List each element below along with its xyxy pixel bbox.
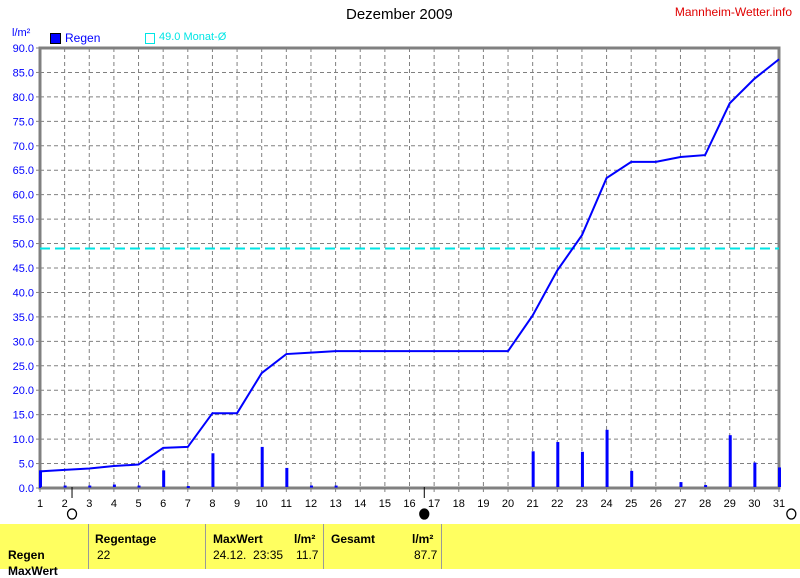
rain-bar bbox=[211, 453, 215, 487]
y-tick-label: 15.0 bbox=[13, 410, 34, 422]
rain-bar bbox=[679, 482, 683, 487]
rain-bar bbox=[778, 467, 781, 487]
rain-bar bbox=[162, 470, 166, 487]
x-tick-label: 3 bbox=[86, 498, 92, 510]
x-tick-label: 19 bbox=[477, 498, 489, 510]
x-tick-label: 24 bbox=[600, 498, 612, 510]
rain-bar bbox=[88, 485, 92, 488]
rain-bar bbox=[112, 484, 116, 487]
maxwert-date: 24.12. 23:35 bbox=[213, 548, 284, 562]
y-tick-label: 85.0 bbox=[13, 67, 34, 79]
y-tick-label: 5.0 bbox=[19, 459, 34, 471]
cumulative-line bbox=[39, 58, 780, 473]
rain-bar bbox=[285, 467, 289, 487]
rain-bar bbox=[580, 451, 584, 487]
y-tick-label: 90.0 bbox=[13, 43, 34, 55]
x-tick-label: 12 bbox=[305, 498, 317, 510]
rain-bar bbox=[704, 485, 708, 488]
new-moon-icon bbox=[419, 508, 430, 520]
x-tick-label: 10 bbox=[256, 498, 268, 510]
x-tick-label: 25 bbox=[625, 498, 637, 510]
rain-bar bbox=[728, 435, 732, 487]
x-tick-label: 1 bbox=[37, 498, 43, 510]
maxwert-value: 11.7 bbox=[296, 548, 319, 562]
x-tick-label: 26 bbox=[650, 498, 662, 510]
y-tick-label: 25.0 bbox=[13, 361, 34, 373]
row-label-maxwert: MaxWert bbox=[8, 564, 58, 578]
gesamt-value: 87.7 bbox=[414, 548, 438, 562]
x-tick-label: 13 bbox=[329, 498, 341, 510]
rain-bar bbox=[556, 442, 560, 487]
legend-regen: Regen bbox=[65, 31, 101, 45]
rain-bar bbox=[605, 429, 609, 487]
legend-avg-swatch bbox=[145, 33, 155, 44]
y-tick-label: 0.0 bbox=[19, 483, 34, 495]
summary-table: Regen MaxWert Regentage 22 MaxWert l/m² 24.… bbox=[0, 524, 800, 578]
maxwert-header: MaxWert bbox=[213, 532, 263, 546]
x-tick-label: 20 bbox=[502, 498, 514, 510]
x-tick-label: 23 bbox=[576, 498, 588, 510]
rain-bar bbox=[186, 486, 190, 489]
gesamt-header: Gesamt bbox=[331, 532, 376, 546]
site-link[interactable]: Mannheim-Wetter.info bbox=[674, 5, 792, 19]
y-tick-label: 45.0 bbox=[13, 263, 34, 275]
rain-bar bbox=[531, 451, 535, 487]
rain-bar bbox=[630, 470, 634, 487]
regentage-header: Regentage bbox=[95, 532, 157, 546]
rain-bar bbox=[63, 485, 67, 488]
legend-regen-swatch bbox=[50, 33, 61, 44]
y-tick-label: 40.0 bbox=[13, 287, 34, 299]
x-tick-label: 27 bbox=[674, 498, 686, 510]
x-tick-label: 28 bbox=[699, 498, 711, 510]
rain-bar bbox=[334, 485, 338, 488]
chart-title: Dezember 2009 bbox=[346, 6, 453, 23]
full-moon-icon bbox=[66, 508, 78, 520]
y-tick-label: 60.0 bbox=[13, 190, 34, 202]
x-tick-label: 14 bbox=[354, 498, 366, 510]
rain-bar bbox=[137, 485, 141, 488]
x-tick-label: 30 bbox=[748, 498, 760, 510]
x-tick-label: 17 bbox=[428, 498, 440, 510]
gesamt-unit: l/m² bbox=[412, 532, 434, 546]
y-tick-label: 35.0 bbox=[13, 312, 34, 324]
rain-bar bbox=[309, 485, 313, 488]
row-label-regen: Regen bbox=[8, 548, 45, 562]
x-tick-label: 8 bbox=[209, 498, 215, 510]
regentage-value: 22 bbox=[97, 548, 111, 562]
y-tick-label: 80.0 bbox=[13, 92, 34, 104]
legend-avg: 49.0 Monat-Ø bbox=[159, 31, 227, 43]
x-tick-label: 31 bbox=[773, 498, 785, 510]
x-tick-label: 29 bbox=[724, 498, 736, 510]
rain-bar bbox=[753, 462, 757, 487]
plot-frame bbox=[38, 46, 781, 490]
y-tick-label: 55.0 bbox=[13, 214, 34, 226]
maxwert-unit: l/m² bbox=[294, 532, 316, 546]
x-tick-label: 11 bbox=[281, 498, 292, 510]
rain-chart: 0.0 5.0 10.0 15.0 20.0 25.0 30.0 35.0 40.0 45.0 50… bbox=[13, 43, 797, 520]
x-tick-label: 9 bbox=[234, 498, 240, 510]
y-tick-label: 50.0 bbox=[13, 239, 34, 251]
x-tick-label: 16 bbox=[403, 498, 415, 510]
x-tick-label: 18 bbox=[453, 498, 465, 510]
y-tick-label: 20.0 bbox=[13, 385, 34, 397]
y-unit: l/m² bbox=[12, 27, 31, 39]
y-tick-label: 30.0 bbox=[13, 336, 34, 348]
x-tick-label: 2 bbox=[62, 498, 68, 510]
y-tick-label: 70.0 bbox=[13, 141, 34, 153]
x-tick-label: 22 bbox=[551, 498, 563, 510]
y-tick-label: 75.0 bbox=[13, 116, 34, 128]
x-tick-label: 15 bbox=[379, 498, 391, 510]
x-tick-label: 5 bbox=[135, 498, 141, 510]
y-tick-label: 65.0 bbox=[13, 165, 34, 177]
x-tick-label: 6 bbox=[160, 498, 166, 510]
x-tick-label: 21 bbox=[527, 498, 539, 510]
y-tick-label: 10.0 bbox=[13, 434, 34, 446]
full-moon-icon bbox=[786, 508, 797, 520]
x-tick-label: 7 bbox=[185, 498, 191, 510]
rain-bar bbox=[260, 446, 264, 487]
x-tick-label: 4 bbox=[111, 498, 117, 510]
